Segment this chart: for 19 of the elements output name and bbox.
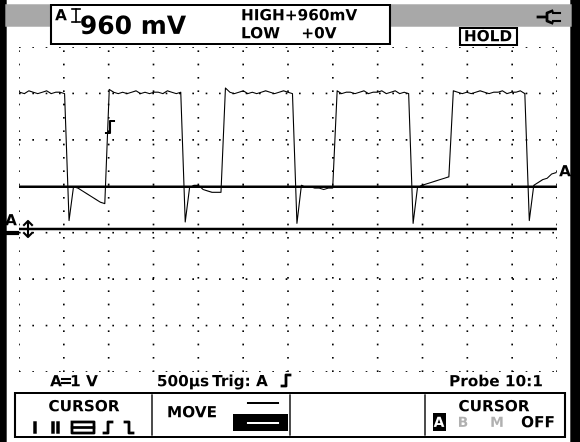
text: HIGH+960mV [242, 8, 358, 20]
text: A [55, 9, 67, 20]
text: A [5, 214, 17, 226]
text: HOLD [465, 30, 512, 42]
text: B [458, 416, 468, 427]
text: A [559, 165, 571, 176]
text: A [50, 375, 62, 386]
text: 1 V [72, 375, 98, 386]
text: CURSOR [459, 400, 530, 412]
text: OFF [522, 416, 554, 428]
text: LOW +0V [242, 26, 336, 38]
text: MOVE [168, 406, 216, 418]
text: A [434, 416, 444, 427]
text: 960 mV [81, 15, 186, 34]
text: Probe 10:1 [450, 374, 542, 386]
text: CURSOR [49, 400, 120, 412]
text: Trig: A [212, 374, 268, 390]
text: M [491, 416, 503, 427]
text: 500µs [158, 374, 208, 390]
